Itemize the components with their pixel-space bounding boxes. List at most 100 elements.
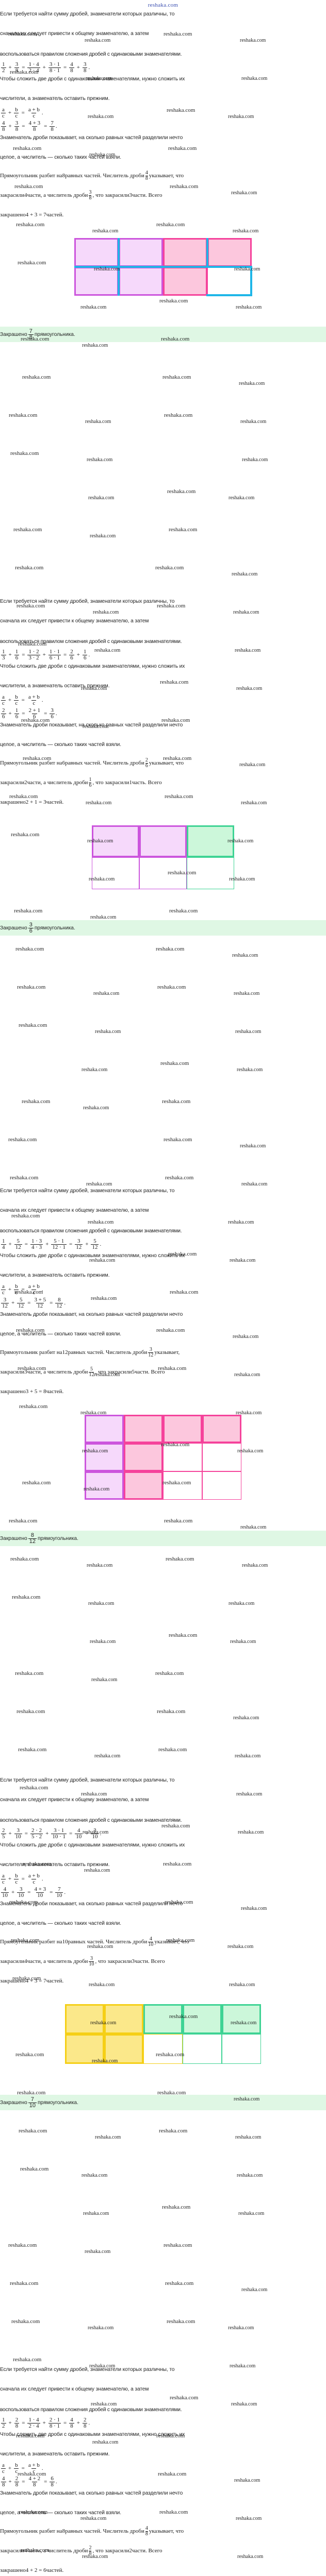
watermark-56: reshaka.com xyxy=(15,565,44,571)
watermark-12: reshaka.com xyxy=(13,145,42,151)
rule-line-7: целое, а числитель — сколько таких часте… xyxy=(0,1921,121,1926)
painted-total-text: закрашено xyxy=(0,799,26,805)
answer-pre-text: Закрашено xyxy=(0,331,27,337)
math-operator: + xyxy=(45,1831,49,1837)
fraction-numerator: 1 · 3 xyxy=(31,1238,42,1244)
fraction-numerator: 7 xyxy=(30,2096,34,2103)
fraction-numerator: 4 xyxy=(70,2416,73,2423)
rule-line-7: целое, а числитель — сколько таких часте… xyxy=(0,2510,121,2516)
fraction-numerator: b xyxy=(15,1283,18,1290)
parts-that-text: , что закрасили xyxy=(92,192,129,198)
explain-line-1: Прямоугольник разбит на 8 равных частей.… xyxy=(0,2524,184,2538)
cyan-overlay-line xyxy=(250,266,252,296)
period: . xyxy=(100,1831,102,1837)
fraction-denominator: c xyxy=(14,2468,19,2475)
watermark-203: reshaka.com xyxy=(227,1944,254,1950)
watermark-96: reshaka.com xyxy=(15,946,44,952)
same-den-fraction-1: 3 12 xyxy=(1,1297,9,1309)
grid-cell-violet xyxy=(85,1415,124,1443)
math-operator: + xyxy=(76,2420,80,2426)
fraction-numerator: 4 xyxy=(3,1886,7,1892)
watermark-261: reshaka.com xyxy=(80,2516,107,2521)
painted-total-text: закрашено xyxy=(0,212,26,218)
rule-line-1: Если требуется найти сумму дробей, знаме… xyxy=(0,2367,175,2372)
explain-line-2: закрасили 3 части, а числитель дроби 5 12… xyxy=(0,1365,165,1379)
watermark-51: reshaka.com xyxy=(229,495,255,501)
fraction-denominator: 2 xyxy=(1,2422,6,2429)
fraction-denominator: 3 xyxy=(1,654,6,661)
fraction-denominator: c xyxy=(1,2468,6,2475)
watermark-179: reshaka.com xyxy=(233,1715,259,1721)
fraction-numerator: 3 xyxy=(83,61,87,67)
grid-cell-pink xyxy=(163,267,207,296)
explain-fraction-2: 3 10 xyxy=(89,1956,94,1967)
fraction-numerator: 5 xyxy=(93,1238,96,1244)
rule-line-6: Знаменатель дроби показывает, на сколько… xyxy=(0,2490,183,2496)
grid-cell-green xyxy=(187,825,234,857)
cyan-overlay-line xyxy=(74,266,207,268)
watermark-229: reshaka.com xyxy=(83,2211,109,2216)
answer-bar: Закрашено 8 12 прямоугольника. xyxy=(0,1531,326,1546)
watermark-118: reshaka.com xyxy=(164,1137,192,1143)
fraction-numerator: 5 · 1 xyxy=(54,1238,64,1244)
sum-fraction: 4 + 3 10 xyxy=(33,1886,47,1899)
watermark-223: reshaka.com xyxy=(235,2134,262,2140)
grid-cell-green xyxy=(222,2004,261,2034)
watermark-24: reshaka.com xyxy=(18,260,46,266)
painted-count-2: 3 xyxy=(129,192,132,198)
same-denominator-expression: 2 6 +1 6 = 2 + 1 6 = 3 6. xyxy=(0,707,57,720)
rule-line-7: целое, а числитель — сколько таких часте… xyxy=(0,155,121,160)
watermark-156: reshaka.com xyxy=(9,1518,38,1524)
fraction-numerator: 5 xyxy=(19,1296,23,1303)
watermark-184: reshaka.com xyxy=(20,1785,48,1791)
period: . xyxy=(41,2465,43,2471)
fraction-denominator: 12 xyxy=(89,1371,94,1378)
parts-a-text: части, а числитель дроби xyxy=(27,192,88,198)
period: . xyxy=(100,1241,102,1247)
painted-count-1: 4 xyxy=(24,1958,27,1964)
watermark-20: reshaka.com xyxy=(16,222,45,228)
math-operator: = xyxy=(22,123,25,129)
watermark-233: reshaka.com xyxy=(85,2249,111,2255)
total-parts: 6 xyxy=(62,760,66,766)
fraction-denominator: 8 xyxy=(145,175,148,181)
watermark-14: reshaka.com xyxy=(168,145,197,151)
fraction-denominator: 8 xyxy=(50,126,55,132)
watermark-243: reshaka.com xyxy=(228,2325,254,2331)
fraction-denominator: 8 xyxy=(69,67,74,74)
watermark-231: reshaka.com xyxy=(238,2211,265,2216)
watermark-176: reshaka.com xyxy=(17,1708,45,1715)
watermark-9: reshaka.com xyxy=(88,114,114,120)
fraction-denominator: 2 · 4 xyxy=(27,2422,40,2429)
watermark-102: reshaka.com xyxy=(157,984,186,990)
fraction-numerator: a xyxy=(2,1872,5,1879)
split-text-pre: Прямоугольник разбит на xyxy=(0,2528,62,2534)
fraction-denominator: 10 xyxy=(28,2102,37,2109)
math-operator: = xyxy=(27,1889,31,1895)
fraction-denominator: c xyxy=(14,112,19,119)
watermark-167: reshaka.com xyxy=(229,1601,255,1606)
math-operator: + xyxy=(8,710,12,717)
grid-cell-violet xyxy=(119,267,163,296)
reduced-fraction-2: 3 10 xyxy=(91,1827,99,1840)
split-text-pre: Прямоугольник разбит на xyxy=(0,760,62,766)
watermark-251: reshaka.com xyxy=(231,2401,257,2407)
math-operator: = xyxy=(21,110,25,116)
parts-word-text: частей. xyxy=(46,2567,64,2573)
fraction-numerator: 1 · 1 xyxy=(49,648,60,655)
watermark-181: reshaka.com xyxy=(94,1753,121,1759)
watermark-40: reshaka.com xyxy=(9,412,38,418)
watermark-42: reshaka.com xyxy=(164,412,193,418)
fraction-denominator: 10 xyxy=(148,1941,154,1947)
fraction-denominator: 10 xyxy=(75,1833,83,1840)
